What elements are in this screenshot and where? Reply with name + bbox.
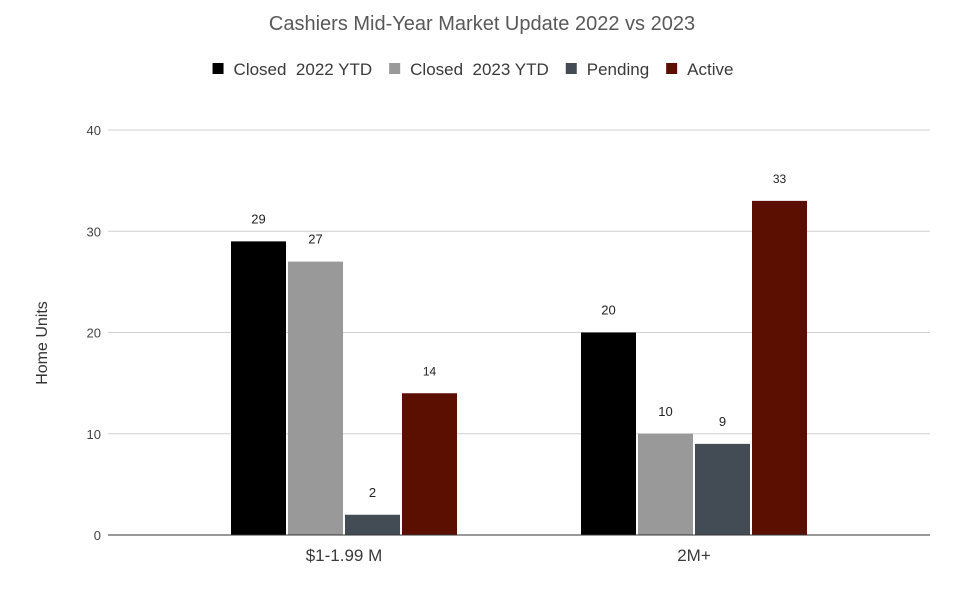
data-labels: 29 27 2 14 20 10 9 33 [251, 172, 786, 500]
bar-pending-2m [695, 443, 750, 535]
data-label: 33 [773, 172, 787, 186]
legend-label: Active [687, 60, 733, 79]
legend-item-closed-2023-ytd: Closed 2023 YTD [389, 60, 549, 79]
y-tick-label: 0 [94, 528, 101, 543]
data-label: 10 [658, 404, 672, 419]
x-category-label: $1-1.99 M [306, 546, 383, 565]
bar-closed-2023-ytd-1-1-99-m [288, 261, 343, 535]
legend-swatch [565, 63, 577, 74]
x-category-label: 2M+ [677, 546, 711, 565]
y-tick-label: 20 [87, 326, 101, 341]
bar-pending-1-1-99-m [345, 514, 400, 535]
legend-label: Closed 2022 YTD [234, 60, 373, 79]
legend-item-closed-2022-ytd: Closed 2022 YTD [212, 60, 373, 79]
legend-swatch [666, 63, 678, 74]
y-axis-ticks: 0 10 20 30 40 [87, 123, 101, 543]
legend: Closed 2022 YTD Closed 2023 YTD Pending Act… [212, 60, 733, 79]
bars [231, 200, 807, 535]
x-axis-categories: $1-1.99 M 2M+ [306, 546, 711, 565]
y-axis-label: Home Units [34, 301, 51, 385]
bar-closed-2022-ytd-2m [581, 332, 636, 535]
data-label: 9 [719, 414, 726, 429]
y-tick-label: 30 [87, 224, 101, 239]
data-label: 29 [251, 211, 265, 226]
y-tick-label: 10 [87, 427, 101, 442]
bar-closed-2022-ytd-1-1-99-m [231, 241, 286, 535]
data-label: 2 [369, 485, 376, 500]
legend-swatch [389, 63, 401, 74]
legend-item-pending: Pending [565, 60, 649, 79]
bar-closed-2023-ytd-2m [638, 433, 693, 535]
y-tick-label: 40 [87, 123, 101, 138]
data-label: 20 [601, 303, 615, 318]
bar-active-1-1-99-m [402, 393, 457, 535]
chart-title: Cashiers Mid-Year Market Update 2022 vs … [269, 13, 695, 35]
data-label: 14 [423, 364, 437, 378]
legend-item-active: Active [666, 60, 733, 79]
legend-label: Pending [587, 60, 649, 79]
legend-label: Closed 2023 YTD [410, 60, 549, 79]
bar-active-2m [752, 200, 807, 535]
data-label: 27 [308, 232, 322, 247]
legend-swatch [212, 63, 224, 74]
